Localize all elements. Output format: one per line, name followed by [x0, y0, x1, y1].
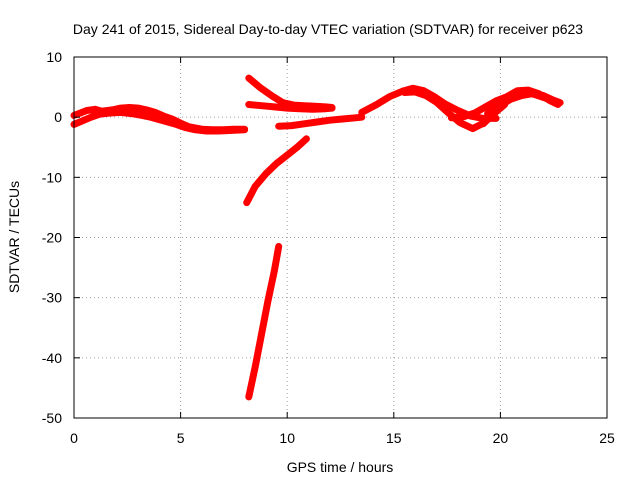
- y-tick-label: 0: [54, 109, 62, 125]
- y-tick-label: -40: [42, 350, 62, 366]
- x-axis-label: GPS time / hours: [287, 459, 394, 475]
- data-series: [70, 74, 564, 401]
- chart-title: Day 241 of 2015, Sidereal Day-to-day VTE…: [73, 21, 583, 37]
- y-tick-label: -50: [42, 410, 62, 426]
- y-tick-label: -30: [42, 290, 62, 306]
- x-tick-label: 10: [279, 430, 295, 446]
- x-tick-label: 5: [177, 430, 185, 446]
- series-track-2: [70, 108, 249, 135]
- series-track-12: [484, 89, 560, 118]
- y-tick-label: 10: [46, 49, 62, 65]
- series-track-5: [275, 113, 366, 130]
- axis-ticks: 0 5 10 15 20 25 10 0 -10 -20 -30 -40 -50: [42, 49, 615, 446]
- x-tick-label: 15: [386, 430, 402, 446]
- x-tick-label: 20: [493, 430, 509, 446]
- series-track-4: [245, 101, 336, 113]
- y-axis-label: SDTVAR / TECUs: [6, 181, 22, 293]
- x-tick-label: 25: [599, 430, 615, 446]
- y-tick-label: -20: [42, 230, 62, 246]
- y-tick-label: -10: [42, 169, 62, 185]
- series-track-6: [243, 135, 310, 207]
- x-tick-label: 0: [70, 430, 78, 446]
- series-track-7: [245, 243, 283, 401]
